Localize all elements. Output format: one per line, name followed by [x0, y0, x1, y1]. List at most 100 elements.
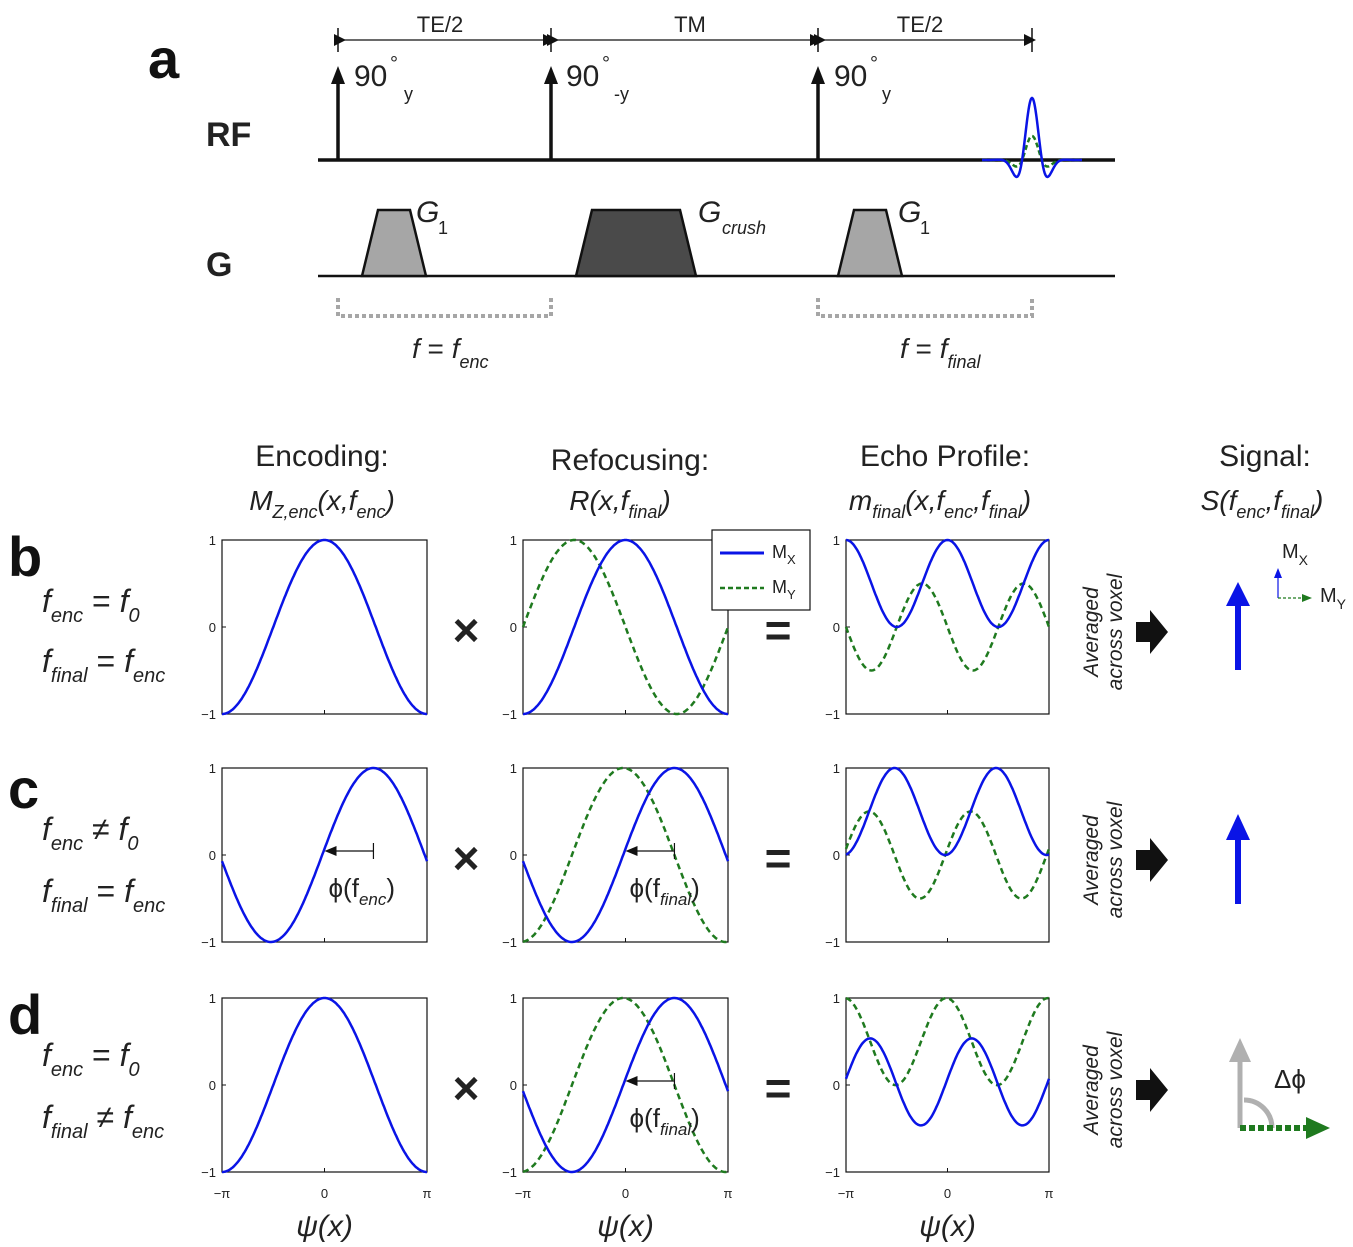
phi-label: ϕ(ffinal) — [630, 873, 700, 909]
plot-d-echo: 1 0 −1 −π 0 π ψ(x) — [825, 991, 1053, 1243]
rf-label: RF — [206, 116, 251, 154]
times-operator-c: × — [453, 832, 480, 884]
plot-b-refocusing: 1 0 −1 — [502, 533, 730, 722]
series-mx — [220, 766, 429, 944]
ytick-label: 1 — [209, 533, 216, 548]
header-refocusing-expr: R(x,ffinal) — [569, 485, 670, 522]
pulse-3-axis: y — [882, 84, 891, 104]
row-c-eq-1: fenc ≠ f0 — [42, 811, 139, 855]
phi-annotation-c_ref: ϕ(ffinal) — [625, 843, 700, 909]
averaged-text-d: Averagedacross voxel — [1080, 1030, 1127, 1148]
header-signal: Signal: — [1219, 440, 1311, 473]
xtick-label: 0 — [321, 1186, 328, 1201]
plot-frame — [522, 997, 729, 1173]
plot-c-echo: 1 0 −1 — [825, 761, 1051, 950]
bracket-final — [816, 298, 1034, 318]
plot-b-echo: 1 0 −1 — [825, 533, 1051, 722]
ytick-label: 0 — [510, 1078, 517, 1093]
bracket-enc — [336, 298, 553, 318]
row-labels: b c d — [8, 525, 42, 1046]
echo-signal-my — [982, 134, 1082, 168]
row-c-eq-2: ffinal = fenc — [42, 873, 165, 917]
panel-a: a RF G TE/2 TM TE/2 90 ° y — [148, 12, 1115, 372]
echo-signal-mx — [982, 96, 1082, 179]
ytick-label: 1 — [510, 761, 517, 776]
plot-frame — [221, 997, 428, 1173]
delta-phi-label: Δϕ — [1274, 1064, 1306, 1094]
ytick-label: 1 — [209, 761, 216, 776]
series-my — [521, 538, 730, 716]
pulse-3-angle: 90 — [834, 60, 867, 93]
series-my — [844, 582, 1051, 672]
gradient-lobes: G 1 G crush G 1 — [360, 196, 930, 278]
series-mx — [845, 766, 1050, 857]
panel-letter-a: a — [148, 27, 180, 90]
legend-mx-label: MX — [772, 542, 796, 567]
phi-annotation-c_enc: ϕ(fenc) — [324, 843, 395, 909]
header-refocusing: Refocusing: — [551, 444, 709, 477]
series-mx — [845, 538, 1050, 629]
delta-phi-arc — [1243, 1097, 1275, 1129]
series-mx — [521, 996, 730, 1174]
xtick-label: 0 — [944, 1186, 951, 1201]
equals-operator-c: = — [765, 832, 792, 884]
times-operator-b: × — [453, 604, 480, 656]
ytick-label: 1 — [209, 991, 216, 1006]
average-arrow-b — [1136, 610, 1168, 654]
series-my — [845, 996, 1050, 1087]
ytick-label: 0 — [510, 620, 517, 635]
xtick-label: −π — [515, 1186, 532, 1201]
phi-label: ϕ(ffinal) — [630, 1103, 700, 1139]
equals-operator-d: = — [765, 1062, 792, 1114]
ytick-label: 0 — [833, 1078, 840, 1093]
plot-frame — [522, 539, 729, 715]
header-echo: Echo Profile: — [860, 440, 1030, 473]
legend: MX MY — [711, 529, 811, 611]
ytick-label: 1 — [510, 991, 517, 1006]
series-mx — [844, 1037, 1051, 1127]
ytick-label: −1 — [502, 707, 517, 722]
ytick-label: 0 — [833, 620, 840, 635]
xtick-label: π — [724, 1186, 733, 1201]
legend-my-label: MY — [772, 577, 796, 602]
header-encoding: Encoding: — [255, 440, 388, 473]
times-operator-d: × — [453, 1062, 480, 1114]
interval-markers: TE/2 TM TE/2 — [334, 12, 1036, 52]
ytick-label: −1 — [825, 707, 840, 722]
row-b-eq-2: ffinal = fenc — [42, 643, 165, 687]
ytick-label: −1 — [201, 935, 216, 950]
plot-c-encoding: 1 0 −1 — [201, 761, 429, 950]
pulse-2-angle: 90 — [566, 60, 599, 93]
gcrush-sub: crush — [722, 218, 766, 238]
plot-frame — [845, 539, 1050, 715]
panel-letter-c: c — [8, 757, 39, 820]
averaged-text-c: Averagedacross voxel — [1080, 800, 1127, 918]
g1-first-label: G — [416, 196, 439, 229]
header-signal-expr: S(fenc,ffinal) — [1201, 485, 1324, 522]
header-encoding-expr: MZ,enc(x,fenc) — [249, 485, 395, 522]
ytick-label: −1 — [201, 1165, 216, 1180]
ytick-label: 0 — [833, 848, 840, 863]
freq-label-enc: f = fenc — [412, 333, 489, 372]
column-headers: Encoding: MZ,enc(x,fenc) Refocusing: R(x… — [249, 440, 1323, 522]
series-mx — [521, 766, 730, 944]
ytick-label: 1 — [833, 991, 840, 1006]
operators: × = Averagedacross voxel × = Averagedacross v… — [453, 572, 1168, 1148]
g1-second-sub: 1 — [920, 218, 930, 238]
averaged-text-b: Averagedacross voxel — [1080, 572, 1127, 690]
gradient-g1-second — [836, 208, 904, 278]
ytick-label: 1 — [510, 533, 517, 548]
average-arrow-d — [1136, 1068, 1168, 1112]
plot-frame — [845, 997, 1050, 1173]
signal-axis-my-label: MY — [1320, 585, 1347, 612]
interval-label-te-half-2: TE/2 — [897, 12, 943, 37]
panel-letter-d: d — [8, 983, 42, 1046]
rf-pulses: 90 ° y 90 ° -y 90 ° y — [331, 53, 891, 160]
series-mx — [523, 538, 728, 716]
pulse-1-deg: ° — [390, 53, 398, 75]
series-mx — [222, 996, 427, 1174]
series-my — [522, 766, 729, 944]
plot-frame — [221, 767, 428, 943]
xlabel: ψ(x) — [597, 1210, 654, 1243]
